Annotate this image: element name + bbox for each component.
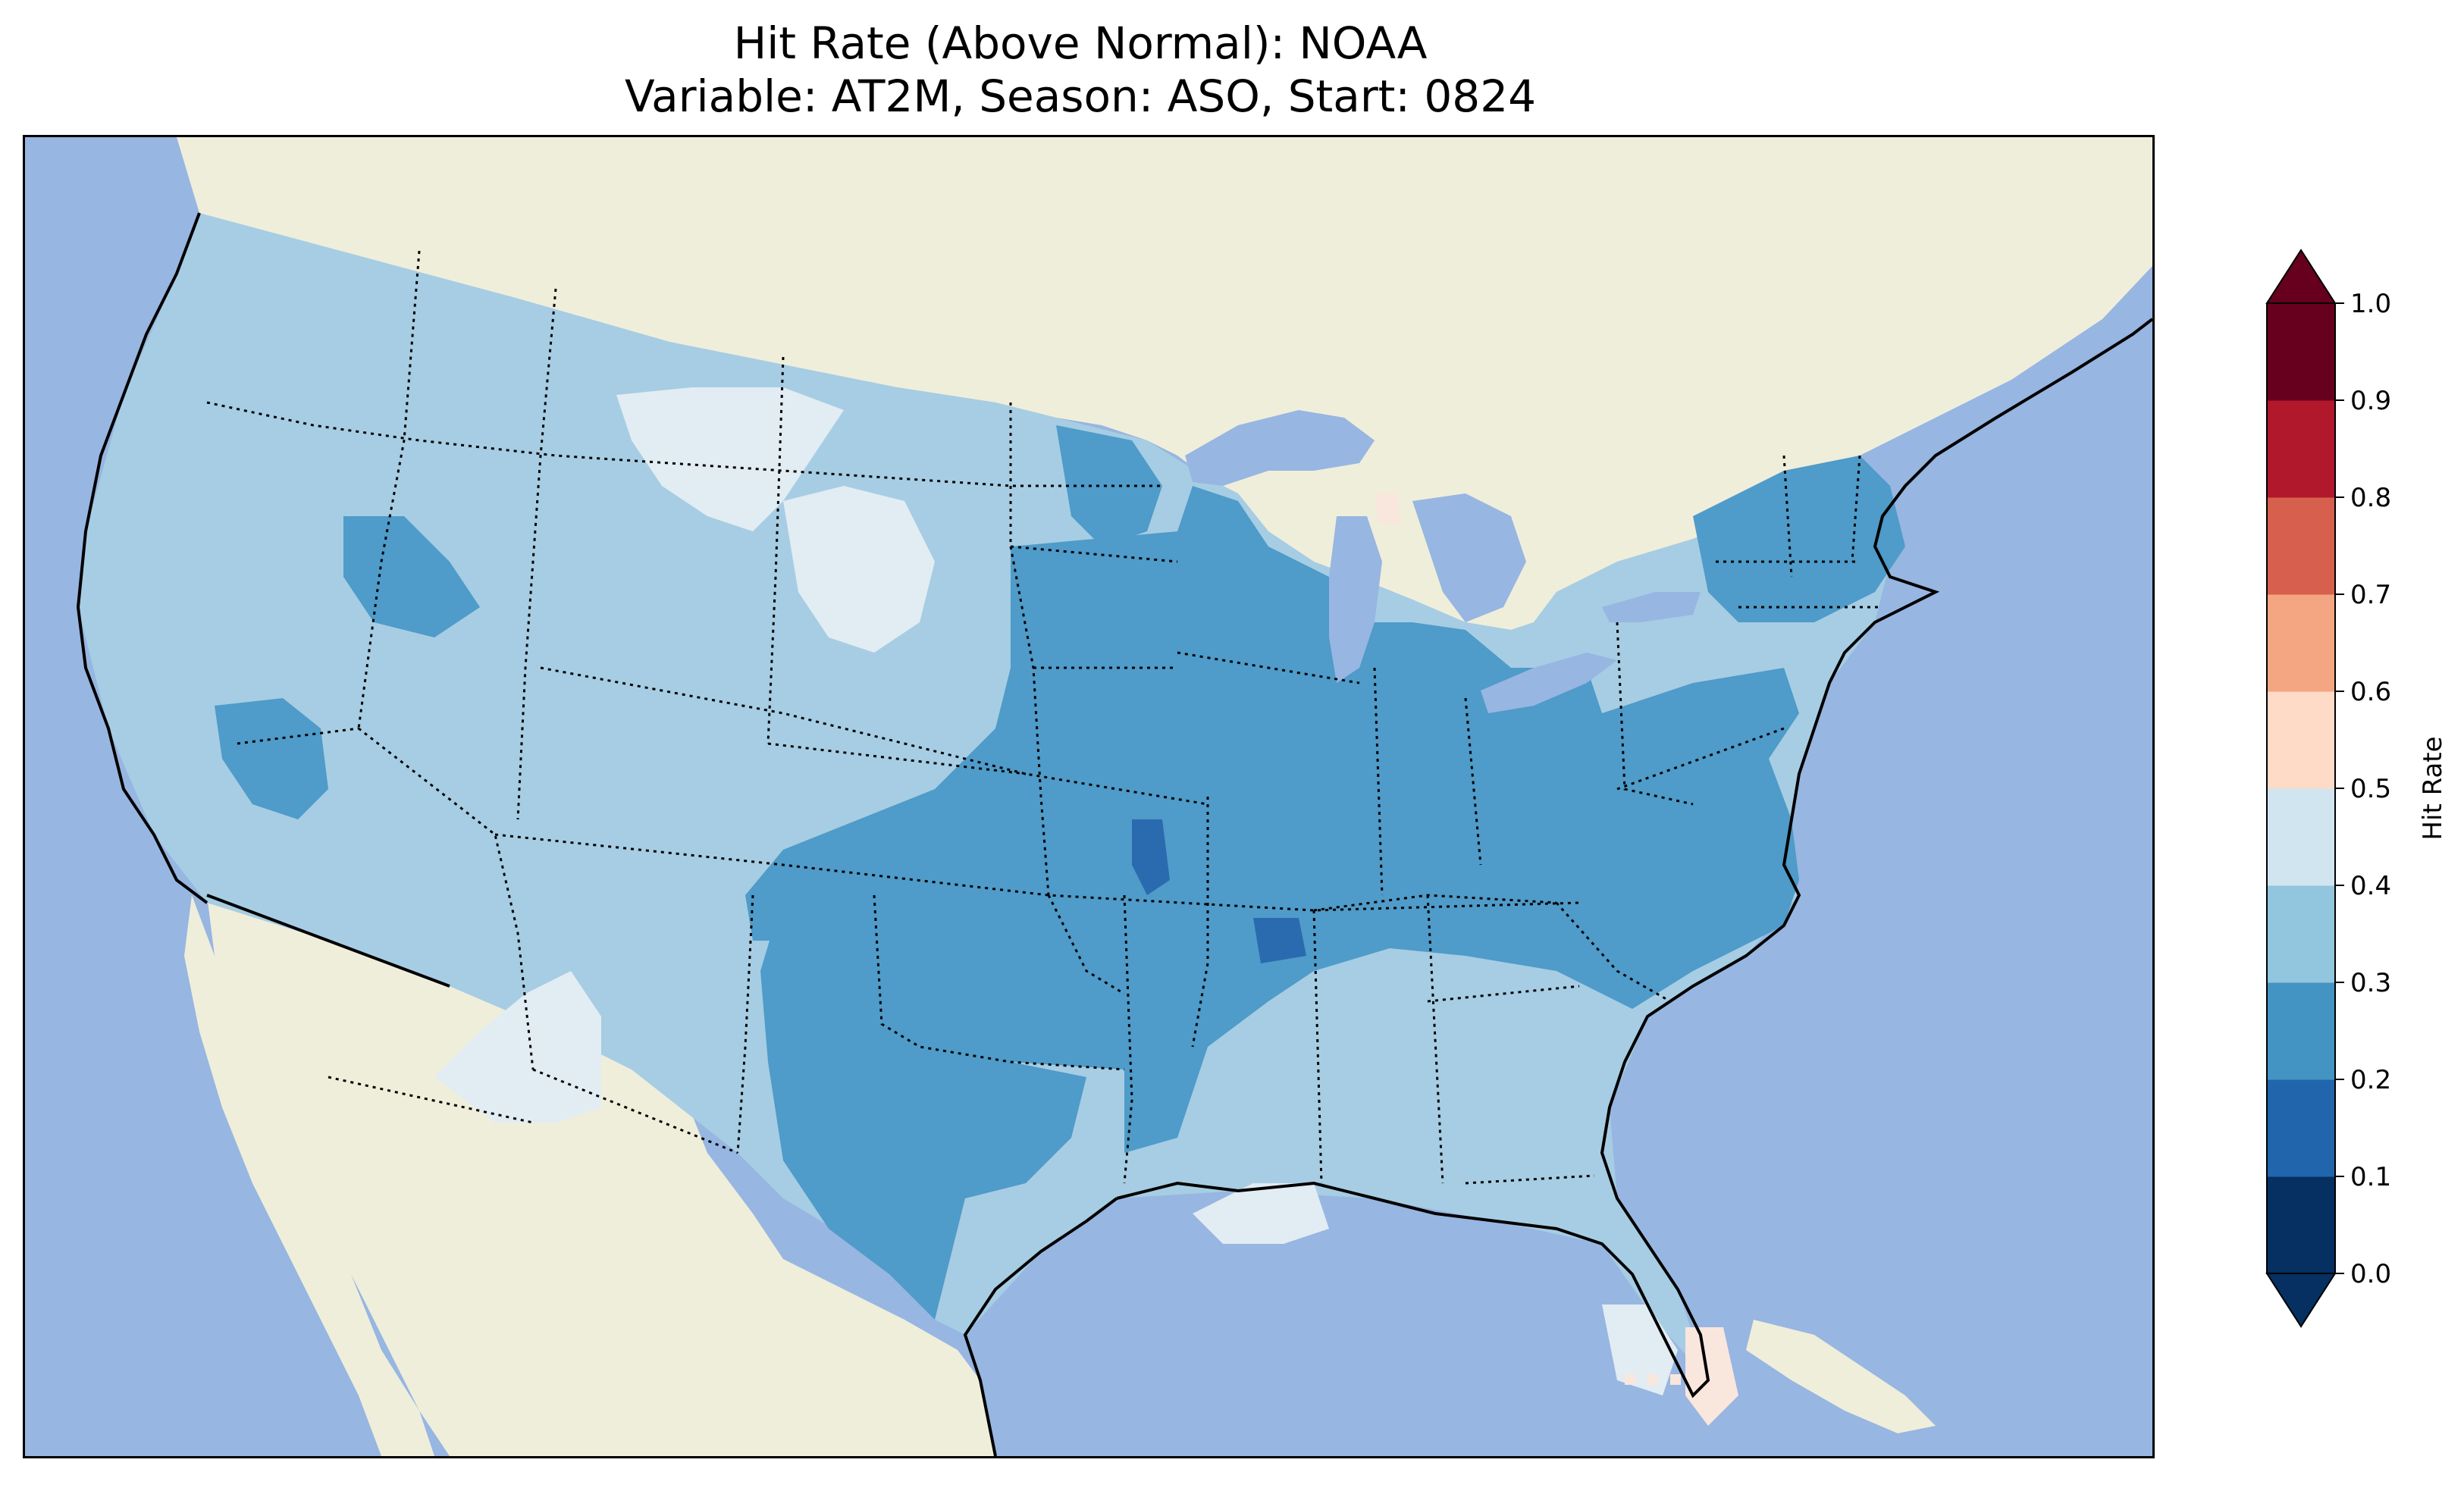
region-florida-highest (1685, 1327, 1738, 1426)
baja-land (184, 895, 434, 1456)
lake-erie (1481, 653, 1617, 713)
region-kentucky-lowest (1253, 918, 1306, 963)
region-idaho-low (343, 516, 480, 637)
hit-rate-field (78, 213, 1905, 1426)
colorbar-tick-label: 0.5 (2350, 774, 2391, 804)
region-arizona-high (434, 971, 601, 1123)
colorbar-segment (2267, 982, 2335, 1080)
colorbar-segment (2267, 885, 2335, 983)
colorbar-segment (2267, 1176, 2335, 1274)
colorbar-over-extension (2265, 249, 2337, 304)
colorbar-label: Hit Rate (2418, 736, 2448, 840)
region-montana-high (616, 387, 844, 531)
colorbar-tick-label: 0.3 (2350, 968, 2391, 998)
mexico-land (207, 895, 995, 1456)
region-dakota-high (783, 486, 935, 653)
canada-land (177, 137, 2152, 630)
region-texas-low (760, 895, 1086, 1320)
cuba-land (1746, 1320, 1936, 1433)
colorbar-tick-label: 0.8 (2350, 483, 2391, 513)
colorbar-tick-label: 0.0 (2350, 1259, 2391, 1289)
colorbar-under-extension (2265, 1273, 2337, 1328)
lake-ontario (1602, 592, 1701, 622)
region-nevada-low (215, 698, 328, 819)
state-borders (206, 250, 1882, 1185)
colorbar-tick-label: 0.1 (2350, 1162, 2391, 1192)
colorbar-tick-label: 1.0 (2350, 289, 2391, 319)
lake-michigan (1329, 516, 1382, 683)
colorbar-tick-label: 0.4 (2350, 871, 2391, 901)
colorbar-segment (2267, 788, 2335, 886)
colorbar-segment (2267, 400, 2335, 498)
region-michigan-upper-peak (1375, 493, 1401, 524)
colorbar-segment (2267, 497, 2335, 595)
florida-keys (1625, 1374, 1681, 1385)
colorbar-tick-label: 0.7 (2350, 580, 2391, 610)
colorbar-segment (2267, 594, 2335, 692)
colorbar-segment (2267, 1079, 2335, 1177)
region-louisiana-high (1193, 1183, 1329, 1244)
region-northeast-low (1693, 456, 1905, 622)
region-missouri-lowest (1132, 819, 1170, 895)
colorbar-segment (2267, 691, 2335, 789)
colorbar: 0.0 0.1 0.2 0.3 0.4 0.5 0.6 0.7 0.8 0.9 1.0 Hit Rat… (2265, 249, 2448, 1328)
map-frame (23, 135, 2155, 1458)
colorbar-segment (2267, 303, 2335, 401)
figure-title: Hit Rate (Above Normal): NOAA Variable: … (0, 17, 2161, 123)
colorbar-tick-label: 0.2 (2350, 1065, 2391, 1095)
lake-huron (1412, 493, 1526, 622)
region-minnesota-low (1056, 425, 1162, 547)
title-line-1: Hit Rate (Above Normal): NOAA (733, 17, 1428, 69)
map-canvas (76, 137, 2152, 1456)
lake-superior (1185, 410, 1375, 486)
colorbar-tick-label: 0.9 (2350, 386, 2391, 416)
title-line-2: Variable: AT2M, Season: ASO, Start: 0824 (625, 70, 1536, 122)
colorbar-tick-label: 0.6 (2350, 677, 2391, 707)
coastlines (76, 212, 2152, 1456)
region-central-east-low (745, 486, 1799, 1153)
